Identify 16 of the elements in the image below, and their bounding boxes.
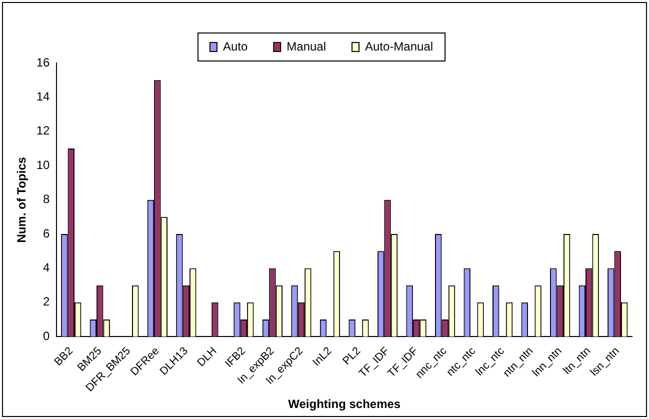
y-axis-title: Num. of Topics [14, 156, 29, 243]
legend-label: Manual [286, 39, 326, 54]
y-tick-label: 12 [36, 124, 50, 138]
y-tick-label: 10 [36, 158, 50, 172]
y-tick-label: 4 [43, 260, 50, 275]
y-tick-label: 16 [36, 55, 50, 70]
y-tick-label: 8 [43, 192, 50, 206]
y-tick-label: 0 [43, 328, 50, 343]
y-tick-label: 14 [36, 90, 50, 104]
y-tick-label: 6 [43, 226, 50, 240]
legend-label: Auto [222, 39, 248, 54]
x-tick-label: PL2 [340, 345, 364, 368]
x-tick-label: BB2 [52, 345, 76, 368]
y-tick-label: 2 [43, 294, 50, 309]
legend-label: Auto-Manual [365, 39, 434, 54]
x-axis-title: Weighting schemes [288, 397, 401, 412]
